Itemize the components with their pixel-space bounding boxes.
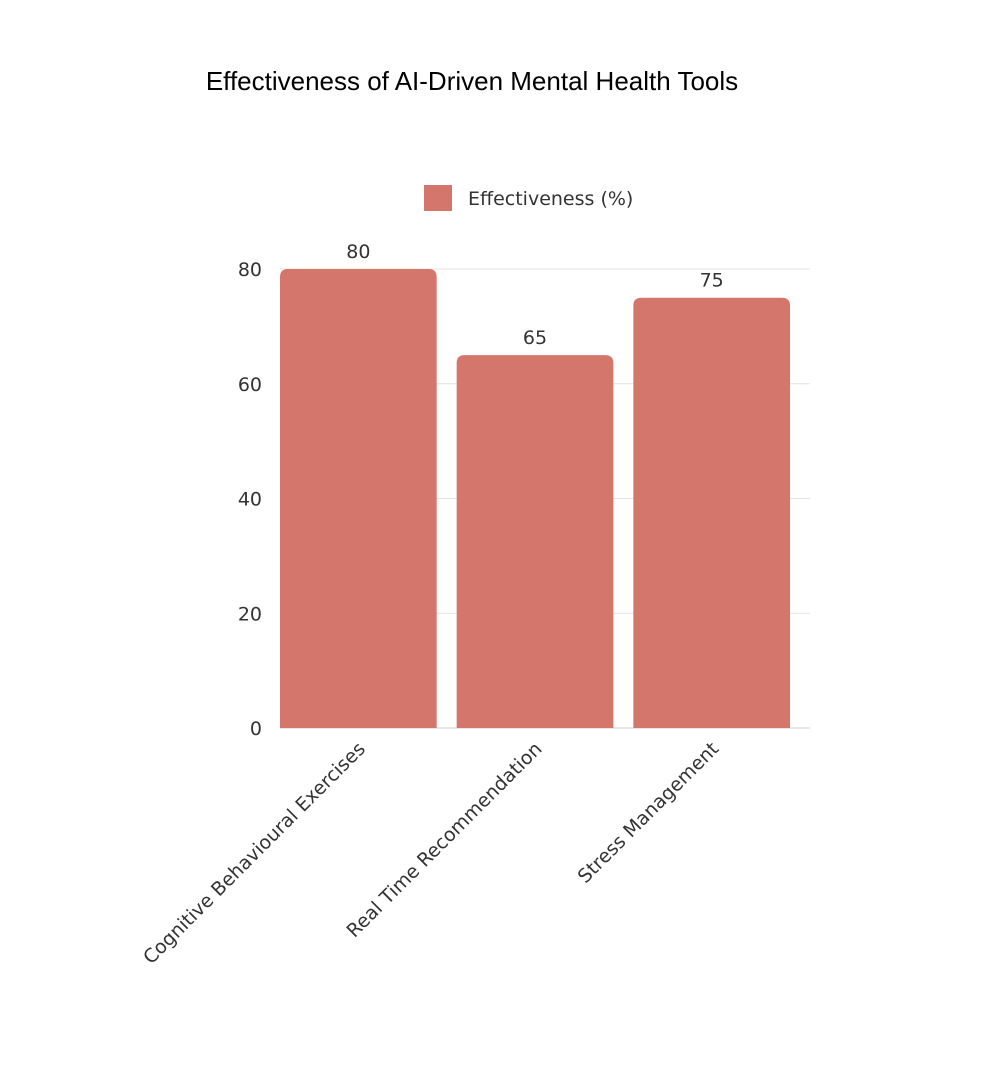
chart-title: Effectiveness of AI-Driven Mental Health… [205, 66, 739, 96]
x-tick-label: Stress Management [574, 738, 724, 888]
x-tick-label: Cognitive Behavioural Exercises [139, 738, 370, 969]
y-tick-label: 40 [238, 489, 262, 511]
legend-swatch [424, 185, 452, 211]
bars: 80 65 75 [280, 241, 790, 728]
legend-label: Effectiveness (%) [468, 188, 633, 210]
y-tick-label: 20 [238, 603, 262, 625]
x-tick-label: Real Time Recommendation [343, 738, 547, 942]
bar [280, 269, 437, 728]
data-label: 75 [700, 270, 724, 292]
bar [456, 355, 614, 728]
y-tick-label: 60 [238, 374, 262, 396]
y-tick-label: 0 [250, 718, 262, 740]
data-label: 65 [523, 327, 547, 349]
y-tick-label: 80 [238, 259, 262, 281]
y-axis-ticks: 0 20 40 60 80 [238, 259, 262, 740]
legend: Effectiveness (%) [424, 185, 633, 211]
data-label: 80 [346, 241, 370, 263]
bar [633, 297, 790, 728]
